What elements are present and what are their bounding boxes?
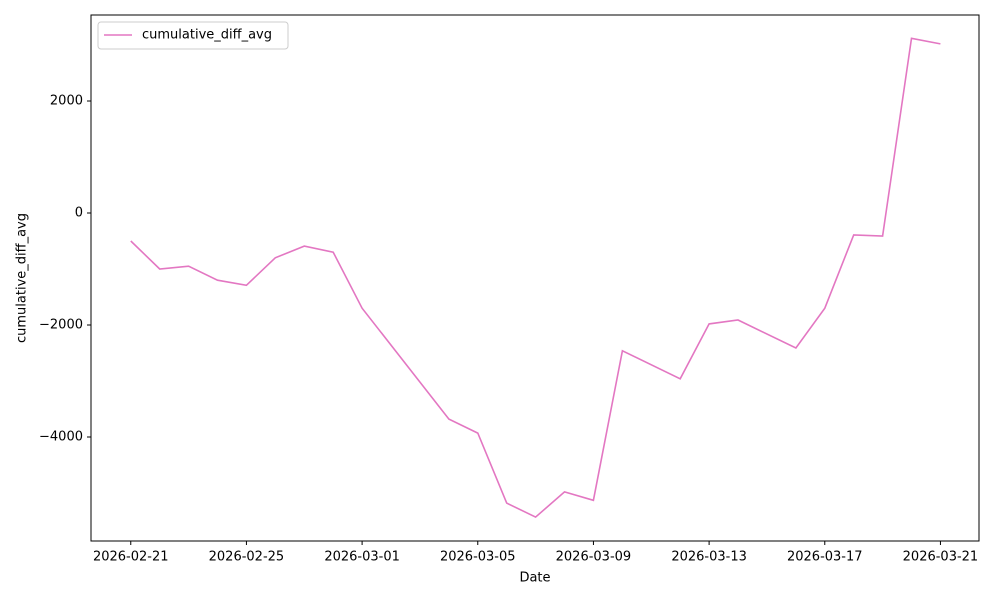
x-tick-label: 2026-03-21	[903, 550, 979, 565]
y-tick-label: −4000	[39, 430, 83, 445]
x-tick-label: 2026-03-09	[556, 550, 632, 565]
x-tick-label: 2026-03-01	[324, 550, 400, 565]
plot-frame	[90, 14, 980, 542]
y-tick-label: −2000	[39, 318, 83, 333]
legend-label: cumulative_diff_avg	[142, 28, 272, 43]
x-tick-label: 2026-03-17	[787, 550, 863, 565]
y-tick-label: 2000	[50, 94, 83, 109]
x-axis-label: Date	[519, 571, 550, 586]
x-tick-label: 2026-02-25	[209, 550, 285, 565]
x-tick-label: 2026-03-05	[440, 550, 516, 565]
y-axis-label: cumulative_diff_avg	[15, 213, 30, 343]
x-tick-label: 2026-02-21	[93, 550, 169, 565]
x-tick-label: 2026-03-13	[671, 550, 747, 565]
data-line	[130, 37, 941, 519]
y-tick-label: 0	[75, 206, 83, 221]
legend-box	[97, 21, 289, 50]
